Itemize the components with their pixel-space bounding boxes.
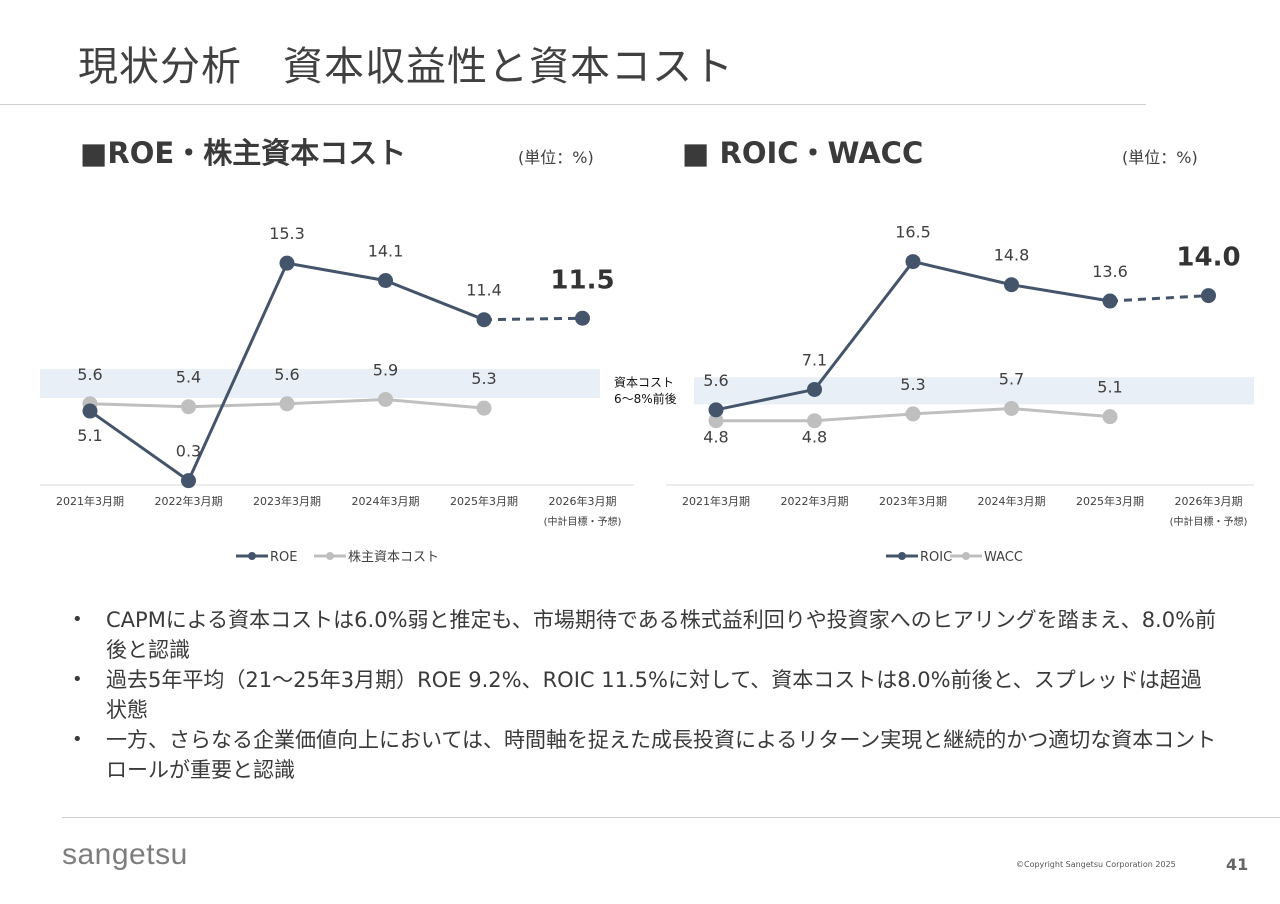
x-tick-label: 2025年3月期 [1076, 494, 1144, 508]
main-point [807, 381, 822, 397]
main-series-forecast-line [483, 316, 583, 322]
main-data-label: 15.3 [269, 224, 305, 243]
x-tick-label: 2021年3月期 [56, 494, 124, 508]
cost-point [807, 413, 822, 429]
legend-main-label: ROE [270, 550, 297, 565]
main-point [181, 473, 196, 489]
cost-data-label: 5.4 [176, 368, 201, 387]
main-point [378, 273, 393, 289]
main-series-forecast-line [1109, 294, 1209, 303]
copyright-text: ©Copyright Sangetsu Corporation 2025 [1016, 860, 1176, 869]
x-tick-label: 2024年3月期 [352, 494, 420, 508]
bullet-item: CAPMによる資本コストは6.0%弱と推定も、市場期待である株式益利回りや投資家… [72, 605, 1222, 665]
cost-band [40, 369, 600, 398]
legend-main-marker [248, 552, 256, 560]
cost-point [476, 400, 492, 416]
band-label: 6～8%前後 [614, 391, 677, 406]
legend-cost-marker [962, 552, 970, 560]
roe-chart: 2021年3月期 2022年3月期 2023年3月期 2024年3月期 2025年3月期… [40, 224, 634, 565]
roe-unit-label: (単位：%) [518, 148, 594, 167]
main-point [575, 310, 590, 326]
cost-data-label: 5.3 [471, 369, 496, 388]
page-number: 41 [1226, 855, 1249, 874]
main-data-label-highlight: 14.0 [1176, 243, 1240, 273]
main-data-label: 14.1 [368, 242, 404, 261]
x-tick-label: 2023年3月期 [253, 494, 321, 508]
main-data-label: 0.3 [176, 442, 201, 461]
main-data-label: 16.5 [895, 223, 931, 242]
cost-point [708, 413, 724, 429]
main-data-label: 5.6 [703, 371, 728, 390]
x-tick-sublabel: (中計目標・予想) [1170, 515, 1248, 528]
main-data-label: 13.6 [1092, 262, 1128, 281]
x-tick-label: 2025年3月期 [450, 494, 518, 508]
x-tick-sublabel: (中計目標・予想) [544, 515, 622, 528]
band-label: 資本コスト [614, 376, 674, 390]
roic-section-title: ■ ROIC・WACC [682, 136, 924, 170]
cost-point [378, 391, 393, 407]
sangetsu-logo: sangetsu [62, 838, 188, 871]
main-point [279, 255, 295, 271]
legend-cost-label: WACC [984, 550, 1023, 565]
x-tick-label: 2024年3月期 [978, 494, 1046, 508]
cost-data-label: 5.3 [900, 375, 925, 394]
cost-data-label: 5.9 [373, 360, 398, 379]
main-point [1201, 288, 1216, 304]
main-point [708, 402, 724, 418]
x-tick-label: 2021年3月期 [682, 494, 750, 508]
x-tick-label: 2022年3月期 [155, 494, 223, 508]
main-data-label: 14.8 [994, 246, 1030, 265]
main-data-label: 5.1 [77, 426, 102, 445]
cost-data-label: 4.8 [703, 428, 728, 447]
bullet-item: 過去5年平均（21～25年3月期）ROE 9.2%、ROIC 11.5%に対して… [72, 665, 1222, 725]
footer-divider [62, 817, 1280, 818]
main-point [1102, 293, 1118, 309]
cost-data-label: 5.1 [1097, 378, 1122, 397]
main-point [82, 403, 98, 419]
cost-point [1004, 400, 1019, 416]
main-point [1004, 277, 1019, 293]
legend-main-label: ROIC [920, 550, 952, 565]
cost-point [905, 406, 921, 422]
main-data-label: 7.1 [802, 350, 827, 369]
main-point [905, 254, 921, 270]
roic-unit-label: (単位：%) [1122, 148, 1198, 167]
bullet-item: 一方、さらなる企業価値向上においては、時間軸を捉えた成長投資によるリターン実現と… [72, 725, 1222, 785]
cost-data-label: 5.7 [999, 369, 1024, 388]
roe-section-title: ■ROE・株主資本コスト [80, 136, 407, 170]
cost-data-label: 4.8 [802, 428, 827, 447]
legend-main-marker [898, 552, 906, 560]
cost-data-label: 5.6 [274, 365, 299, 384]
main-data-label: 11.4 [466, 281, 502, 300]
cost-data-label: 5.6 [77, 365, 102, 384]
legend-cost-label: 株主資本コスト [348, 550, 439, 565]
x-tick-label: 2023年3月期 [879, 494, 947, 508]
main-data-label-highlight: 11.5 [550, 265, 614, 295]
x-tick-label: 2026年3月期 [549, 494, 617, 508]
x-tick-label: 2026年3月期 [1175, 494, 1243, 508]
cost-point [279, 396, 295, 412]
legend-cost-marker [326, 552, 334, 560]
bullet-list: CAPMによる資本コストは6.0%弱と推定も、市場期待である株式益利回りや投資家… [72, 605, 1222, 785]
cost-point [181, 399, 196, 415]
x-tick-label: 2022年3月期 [781, 494, 849, 508]
main-point [476, 312, 492, 328]
cost-band [694, 377, 1254, 405]
page-title: 現状分析 資本収益性と資本コスト [78, 44, 734, 90]
title-divider [0, 104, 1146, 105]
cost-point [1102, 409, 1118, 425]
